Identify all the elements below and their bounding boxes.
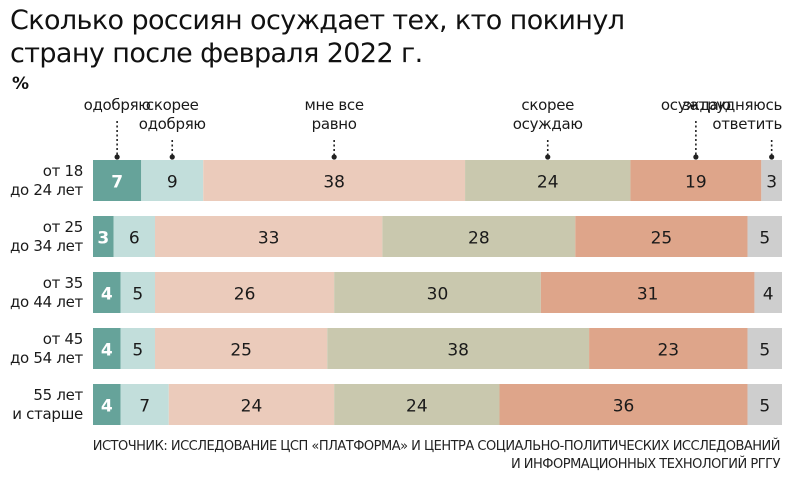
bar-segment bbox=[747, 328, 782, 369]
source-line-2: И ИНФОРМАЦИОННЫХ ТЕХНОЛОГИЙ РГГУ bbox=[510, 457, 781, 472]
category-label: от 45 до 54 лет bbox=[10, 330, 84, 367]
bar-segment bbox=[754, 272, 782, 313]
legend-pointer-dot bbox=[169, 154, 175, 160]
bar-value-label: 7 bbox=[139, 397, 150, 417]
bar-segment bbox=[168, 384, 335, 425]
legend-pointer-dot bbox=[769, 154, 775, 160]
bar-value-label: 24 bbox=[241, 397, 263, 417]
bar-value-label: 4 bbox=[763, 285, 774, 305]
bar-value-label: 9 bbox=[167, 173, 178, 193]
bar-value-label: 5 bbox=[759, 397, 770, 417]
bar-segment bbox=[93, 160, 142, 201]
legend-label: одобряю bbox=[84, 96, 151, 114]
bar-segment bbox=[747, 384, 782, 425]
chart-title-line-1: Сколько россиян осуждает тех, кто покину… bbox=[10, 5, 625, 36]
bar-value-label: 5 bbox=[759, 229, 770, 249]
legend-pointer-dot bbox=[693, 154, 699, 160]
legend-pointer-dot bbox=[331, 154, 337, 160]
legend-pointer-dot bbox=[114, 154, 120, 160]
bar-value-label: 33 bbox=[258, 229, 280, 249]
bar-value-label: 6 bbox=[129, 229, 140, 249]
bar-value-label: 36 bbox=[613, 397, 635, 417]
bar-row: 7 9 38 24 19 3 bbox=[93, 160, 782, 201]
bar-value-label: 38 bbox=[447, 341, 469, 361]
source-line-1: ИСТОЧНИК: ИССЛЕДОВАНИЕ ЦСП «ПЛАТФОРМА» И… bbox=[92, 439, 781, 454]
bar-value-label: 4 bbox=[101, 341, 113, 361]
unit-label: % bbox=[12, 74, 30, 94]
bar-row: 4 7 24 24 36 5 bbox=[93, 384, 782, 425]
bar-value-label: 30 bbox=[427, 285, 449, 305]
bar-segment bbox=[575, 216, 748, 257]
bar-segment bbox=[155, 328, 328, 369]
chart-title: Сколько россиян осуждает тех, кто покину… bbox=[10, 4, 770, 70]
legend-label: осуждаю bbox=[661, 96, 731, 114]
legend-label: скорее осуждаю bbox=[513, 96, 583, 133]
bar-value-label: 26 bbox=[234, 285, 256, 305]
bar-segment bbox=[113, 216, 156, 257]
bar-value-label: 5 bbox=[759, 341, 770, 361]
bar-segment bbox=[155, 272, 335, 313]
legend-pointer-dot bbox=[545, 154, 551, 160]
bar-value-label: 4 bbox=[101, 285, 113, 305]
bar-segment bbox=[382, 216, 576, 257]
bar-segment bbox=[334, 272, 541, 313]
bar-value-label: 7 bbox=[111, 173, 123, 193]
bar-value-label: 24 bbox=[537, 173, 559, 193]
bar-row: 3 6 33 28 25 5 bbox=[93, 216, 782, 257]
bar-value-label: 3 bbox=[97, 229, 109, 249]
bar-segment bbox=[155, 216, 383, 257]
bar-segment bbox=[93, 216, 114, 257]
bar-segment bbox=[203, 160, 466, 201]
category-label: 55 лет и старше bbox=[12, 386, 83, 423]
chart-title-line-2: страну после февраля 2022 г. bbox=[10, 38, 423, 69]
bar-value-label: 23 bbox=[657, 341, 679, 361]
bar-segment bbox=[540, 272, 755, 313]
category-labels: от 18 до 24 лет от 25 до 34 лет от 35 до 44 л… bbox=[10, 162, 84, 423]
bar-value-label: 25 bbox=[651, 229, 673, 249]
bar-value-label: 28 bbox=[468, 229, 490, 249]
bar-segment bbox=[141, 160, 204, 201]
bar-value-label: 38 bbox=[323, 173, 345, 193]
bar-row: 4 5 26 30 31 4 bbox=[93, 272, 782, 313]
bar-segment bbox=[120, 384, 169, 425]
legend-label: затрудняюсь ответить bbox=[682, 96, 782, 133]
category-label: от 25 до 34 лет bbox=[10, 218, 84, 255]
bar-segment bbox=[93, 384, 121, 425]
bar-segment bbox=[499, 384, 748, 425]
bar-segment bbox=[120, 328, 156, 369]
bar-segment bbox=[761, 160, 782, 201]
bar-segment bbox=[334, 384, 500, 425]
bar-value-label: 24 bbox=[406, 397, 428, 417]
bar-value-label: 25 bbox=[230, 341, 252, 361]
bars: 7 9 38 24 19 33 6 33 28 25 54 5 26 30 31 44 5 25 38 23 54 7 24… bbox=[93, 160, 782, 425]
bar-segment bbox=[93, 328, 121, 369]
category-label: от 18 до 24 лет bbox=[10, 162, 84, 199]
bar-row: 4 5 25 38 23 5 bbox=[93, 328, 782, 369]
bar-value-label: 4 bbox=[101, 397, 113, 417]
bar-value-label: 5 bbox=[132, 341, 143, 361]
bar-segment bbox=[630, 160, 762, 201]
bar-value-label: 19 bbox=[685, 173, 707, 193]
bar-segment bbox=[747, 216, 782, 257]
legend-label: скорее одобряю bbox=[139, 96, 206, 133]
bar-value-label: 5 bbox=[132, 285, 143, 305]
category-label: от 35 до 44 лет bbox=[10, 274, 84, 311]
bar-segment bbox=[120, 272, 156, 313]
legend-label: мне все равно bbox=[304, 96, 363, 133]
bar-segment bbox=[465, 160, 631, 201]
bar-segment bbox=[327, 328, 590, 369]
bar-value-label: 31 bbox=[637, 285, 659, 305]
source-note: ИСТОЧНИК: ИССЛЕДОВАНИЕ ЦСП «ПЛАТФОРМА» И… bbox=[20, 438, 781, 474]
bar-value-label: 3 bbox=[766, 173, 777, 193]
bar-segment bbox=[93, 272, 121, 313]
bar-segment bbox=[589, 328, 748, 369]
